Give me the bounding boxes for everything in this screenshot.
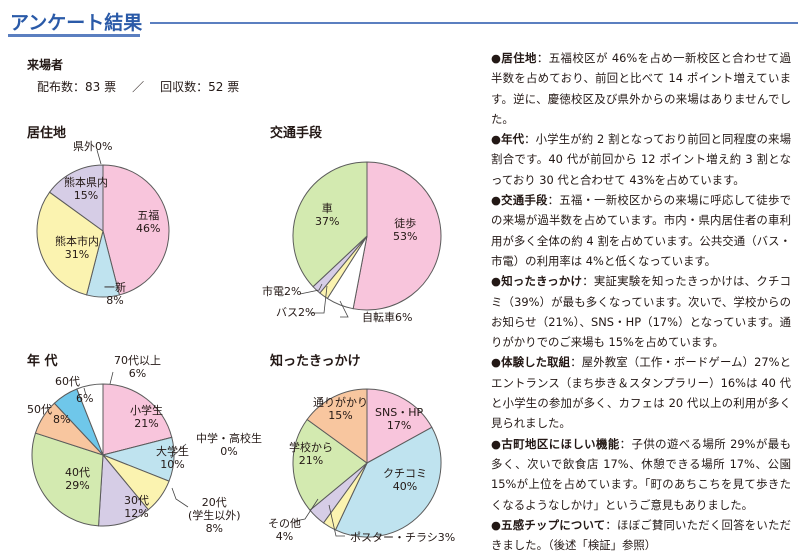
leader-line-1 (299, 283, 323, 295)
paragraph-transport: ●交通手段：五福・一新校区からの来場に呼応して徒歩での来場が過半数を占めています… (491, 193, 791, 268)
paragraph-chips: ●五感チップについて：ほぼご賛同いただく回答をいただきました。（後述「検証」参照… (491, 517, 791, 553)
pie3-slice-5 (306, 388, 368, 464)
pie2-slice-0 (102, 383, 173, 456)
pie0-slice-2 (36, 191, 104, 296)
label-junior-high: 中学・高校生 0% (196, 432, 262, 458)
label-university: 大学生 10% (156, 445, 189, 471)
label-gofuku: 五福 46% (136, 209, 161, 235)
chart-title-transport: 交通手段 (270, 126, 323, 141)
leader-line-6 (170, 443, 187, 459)
chart-title-source: 知ったきっかけ (270, 354, 361, 369)
label-from-school: 学校から 21% (289, 441, 333, 467)
leader-line-2 (309, 285, 328, 314)
page-header: アンケート結果 (4, 4, 798, 38)
pie-age (31, 383, 175, 527)
label-sixties-pct: 6% (76, 392, 94, 405)
pie0-slice-3 (48, 164, 104, 232)
paragraph-activities: ●体験した取組：屋外教室（工作・ボードゲーム）27%とエントランス（まち歩き＆ス… (491, 355, 791, 431)
header-underline (8, 34, 140, 37)
chart-title-residence: 居住地 (27, 126, 67, 141)
label-kumamoto-pref: 熊本県内 15% (64, 176, 108, 202)
label-tram: 市電2% (262, 285, 302, 298)
leader-line-9 (328, 504, 345, 537)
label-walk: 徒歩 53% (393, 217, 418, 243)
label-word-of-mouth: クチコミ 40% (383, 467, 427, 493)
pie3-slice-0 (366, 388, 433, 464)
label-fifties: 50代 (27, 403, 52, 416)
leader-line-4 (109, 371, 114, 385)
leader-line-8 (294, 498, 319, 522)
leader-line-7 (171, 487, 189, 508)
label-kumamoto-city: 熊本市内 31% (55, 235, 99, 261)
summary-text: ●居住地：五福校区が 46%を占め一新校区と合わせて過半数を占めており、前回と比… (491, 48, 791, 555)
label-bicycle: 自転車6% (362, 311, 413, 324)
paragraph-desired-functions: ●古町地区にほしい機能：子供の遊べる場所 29%が最も多く、次いで飲食店 17%… (491, 436, 791, 512)
label-other: その他 4% (268, 517, 301, 543)
label-bus: バス2% (276, 306, 316, 319)
collected-count: 回収数：52 票 (160, 80, 240, 94)
visitors-title: 来場者 (27, 58, 64, 72)
count-separator: ／ (132, 80, 145, 94)
chart-title-age: 年 代 (27, 354, 58, 369)
distributed-count: 配布数：83 票 (37, 80, 117, 94)
pie0-slice-0 (102, 164, 170, 296)
paragraph-residence: ●居住地：五福校区が 46%を占め一新校区と合わせて過半数を占めており、前回と比… (491, 51, 791, 126)
pie1-slice-4 (292, 161, 368, 288)
leader-lines (83, 149, 349, 537)
leader-line-5 (83, 387, 87, 396)
visitors-counts: 配布数：83 票 ／ 回収数：52 票 (37, 78, 239, 95)
pie1-slice-0 (352, 161, 442, 311)
pie-source (292, 388, 442, 538)
label-thirties: 30代 12% (124, 494, 149, 520)
label-elementary: 小学生 21% (130, 404, 163, 430)
label-sns: SNS・HP 17% (375, 406, 424, 432)
pie2-slice-8 (76, 383, 104, 456)
label-fifties-pct: 8% (53, 413, 71, 426)
label-twenties: 20代 (学生以外) 8% (188, 496, 241, 535)
label-forties: 40代 29% (65, 466, 90, 492)
pie-transport (292, 161, 442, 311)
label-car: 車 37% (315, 202, 340, 228)
header-rule (150, 22, 798, 24)
pie-charts (31, 149, 442, 538)
page-title: アンケート結果 (10, 12, 143, 34)
pie-residence (36, 164, 170, 298)
label-poster: ポスター・チラシ3% (350, 531, 456, 544)
label-isshin: 一新 8% (104, 281, 126, 307)
pie3-slice-4 (292, 418, 368, 511)
label-sixties: 60代 (55, 375, 80, 388)
label-outside: 県外0% (73, 140, 113, 153)
pie2-slice-5 (31, 432, 104, 527)
paragraph-source: ●知ったきっかけ：実証実験を知ったきっかけは、クチコミ（39%）が最も多くなって… (491, 274, 791, 350)
label-passing-by: 通りがかり 15% (313, 396, 368, 422)
leader-line-3 (339, 300, 349, 318)
label-seventies: 70代以上 6% (114, 354, 161, 380)
leader-line-0 (96, 149, 102, 165)
paragraph-age: ●年代：小学生が約 2 割となっており前回と同程度の来場割合です。40 代が前回… (491, 132, 791, 187)
pie3-slice-1 (334, 426, 442, 538)
